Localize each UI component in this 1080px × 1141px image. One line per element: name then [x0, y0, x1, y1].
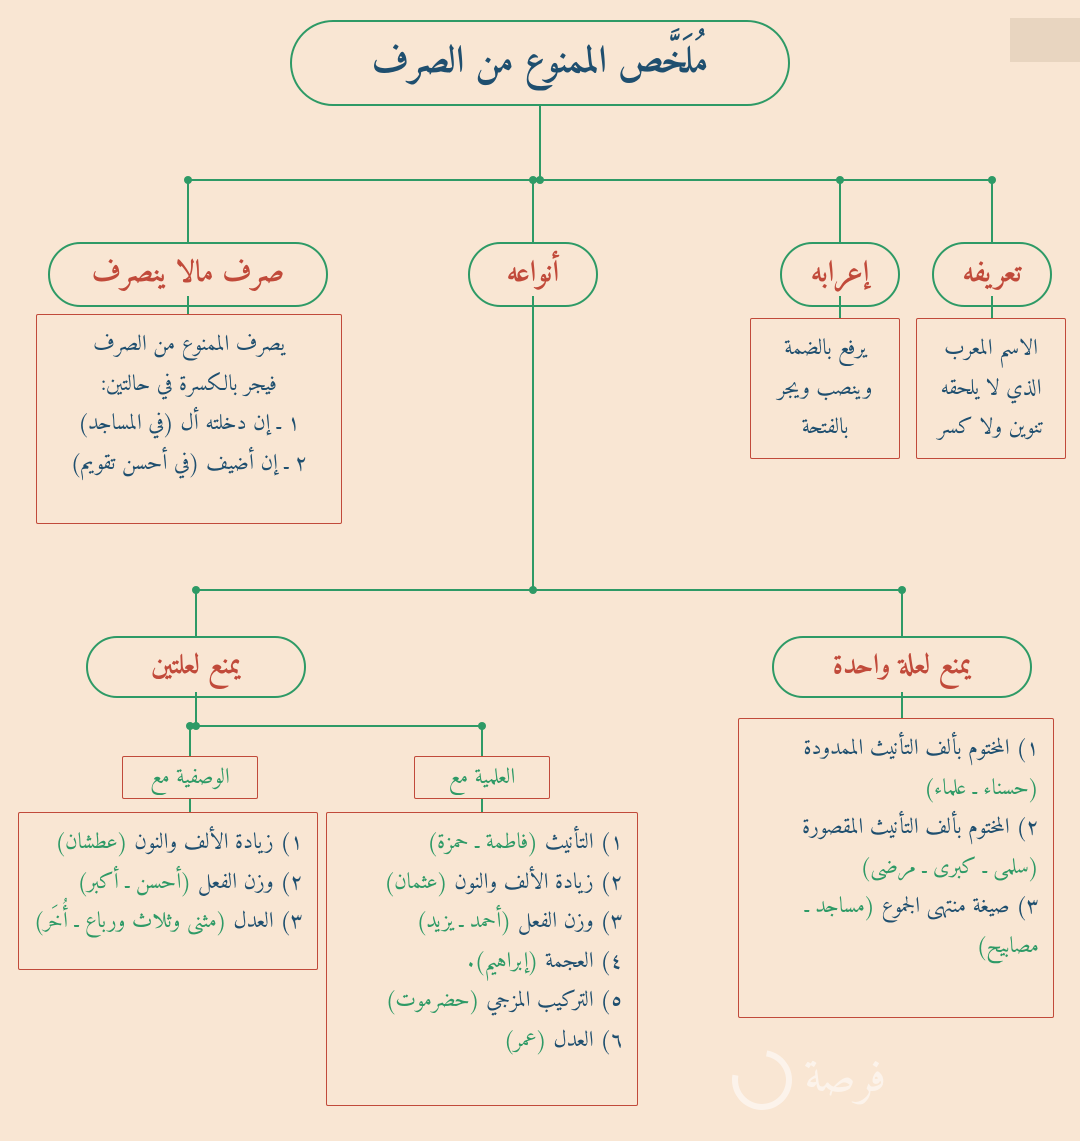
two-cause-label: يمنع لعلتين	[151, 646, 241, 688]
example-text: (فاطمة ـ حمزة)	[427, 823, 538, 862]
alamia-label: العلمية مع	[449, 761, 516, 794]
branch-irab-label: إعرابه	[811, 252, 870, 297]
list-item: ١) زيادة الألف والنون (عطشان)	[33, 823, 303, 863]
example-text: (أحسن ـ أكبر)	[77, 863, 191, 902]
wasfia-label-box: الوصفية مع	[122, 756, 258, 799]
branch-types-label: أنواعه	[507, 252, 560, 297]
text-line: وينصب ويجر	[765, 369, 885, 409]
irab-box: يرفع بالضمةوينصب ويجربالفتحة	[750, 318, 900, 459]
list-item: ٢) وزن الفعل (أحسن ـ أكبر)	[33, 863, 303, 903]
alamia-box: ١) التأنيث (فاطمة ـ حمزة)٢) زيادة الألف …	[326, 812, 638, 1106]
example-text: (حضرموت)	[385, 981, 479, 1020]
title-pill: مُلَخَّص الممنوع من الصرف	[290, 20, 790, 106]
example-text: (سلمى ـ كبرى ـ مرضى)	[860, 848, 1039, 887]
list-item: ١) التأنيث (فاطمة ـ حمزة)	[341, 823, 623, 863]
example-text: (حسناء ـ علماء)	[924, 769, 1039, 808]
branch-sarf-pill: صرف مالا ينصرف	[48, 242, 328, 307]
text-line: يصرف الممنوع من الصرف	[51, 325, 327, 365]
example-text: (أحمد ـ يزيد)	[416, 902, 511, 941]
watermark-text: فرصة	[804, 1038, 886, 1122]
text-line: بالفتحة	[765, 408, 885, 448]
text-line: الاسم المعرب	[931, 329, 1051, 369]
text-line: ٢ ـ إن أضيف (في أحسن تقويم)	[51, 444, 327, 484]
alamia-label-box: العلمية مع	[414, 756, 550, 799]
two-cause-pill: يمنع لعلتين	[86, 636, 306, 698]
list-item: ٢) المختوم بألف التأنيث المقصورة (سلمى ـ…	[753, 808, 1039, 887]
branch-definition-pill: تعريفه	[932, 242, 1052, 307]
list-item: ٥) التركيب المزجي (حضرموت)	[341, 981, 623, 1021]
watermark: فرصة	[732, 1038, 886, 1122]
wasfia-label: الوصفية مع	[150, 761, 229, 794]
example-text: (عمر)	[504, 1021, 547, 1060]
title-text: مُلَخَّص الممنوع من الصرف	[372, 35, 709, 92]
example-text: (عثمان)	[384, 863, 448, 902]
example-text: (عطشان)	[55, 823, 128, 862]
text-line: فيجر بالكسرة في حالتين:	[51, 365, 327, 405]
text-line: الذي لا يلحقه	[931, 369, 1051, 409]
list-item: ٤) العجمة (إبراهيم).	[341, 942, 623, 982]
example-text: (مثنى وثلاث ورباع ـ أُخَر)	[34, 902, 227, 941]
example-text: (مساجد ـ مصابيح)	[805, 887, 1039, 966]
list-item: ١) المختوم بألف التأنيث الممدودة (حسناء …	[753, 729, 1039, 808]
wasfia-box: ١) زيادة الألف والنون (عطشان)٢) وزن الفع…	[18, 812, 318, 970]
branch-types-pill: أنواعه	[468, 242, 598, 307]
list-item: ٢) زيادة الألف والنون (عثمان)	[341, 863, 623, 903]
branch-irab-pill: إعرابه	[780, 242, 900, 307]
list-item: ٣) صيغة منتهى الجموع (مساجد ـ مصابيح)	[753, 887, 1039, 966]
list-item: ٣) العدل (مثنى وثلاث ورباع ـ أُخَر)	[33, 902, 303, 942]
one-cause-label: يمنع لعلة واحدة	[833, 646, 972, 688]
list-item: ٣) وزن الفعل (أحمد ـ يزيد)	[341, 902, 623, 942]
text-line: ١ ـ إن دخلته أل (في المساجد)	[51, 404, 327, 444]
example-text: (إبراهيم).	[467, 942, 538, 981]
one-cause-pill: يمنع لعلة واحدة	[772, 636, 1032, 698]
branch-definition-label: تعريفه	[962, 252, 1021, 297]
text-line: يرفع بالضمة	[765, 329, 885, 369]
corner-tag	[1010, 18, 1080, 62]
branch-sarf-label: صرف مالا ينصرف	[92, 252, 285, 297]
watermark-ring-icon	[720, 1038, 804, 1122]
sarf-box: يصرف الممنوع من الصرففيجر بالكسرة في حال…	[36, 314, 342, 524]
list-item: ٦) العدل (عمر)	[341, 1021, 623, 1061]
definition-box: الاسم المعربالذي لا يلحقهتنوين ولا كسر	[916, 318, 1066, 459]
one-cause-box: ١) المختوم بألف التأنيث الممدودة (حسناء …	[738, 718, 1054, 1018]
text-line: تنوين ولا كسر	[931, 408, 1051, 448]
